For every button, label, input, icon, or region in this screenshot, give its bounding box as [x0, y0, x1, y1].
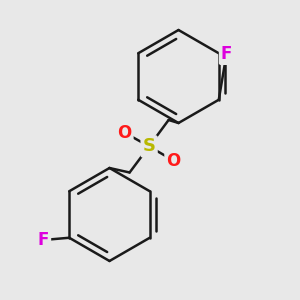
Text: O: O	[117, 124, 132, 142]
Text: F: F	[38, 231, 49, 249]
Text: O: O	[166, 152, 181, 169]
Text: F: F	[221, 45, 232, 63]
Text: S: S	[142, 137, 156, 155]
